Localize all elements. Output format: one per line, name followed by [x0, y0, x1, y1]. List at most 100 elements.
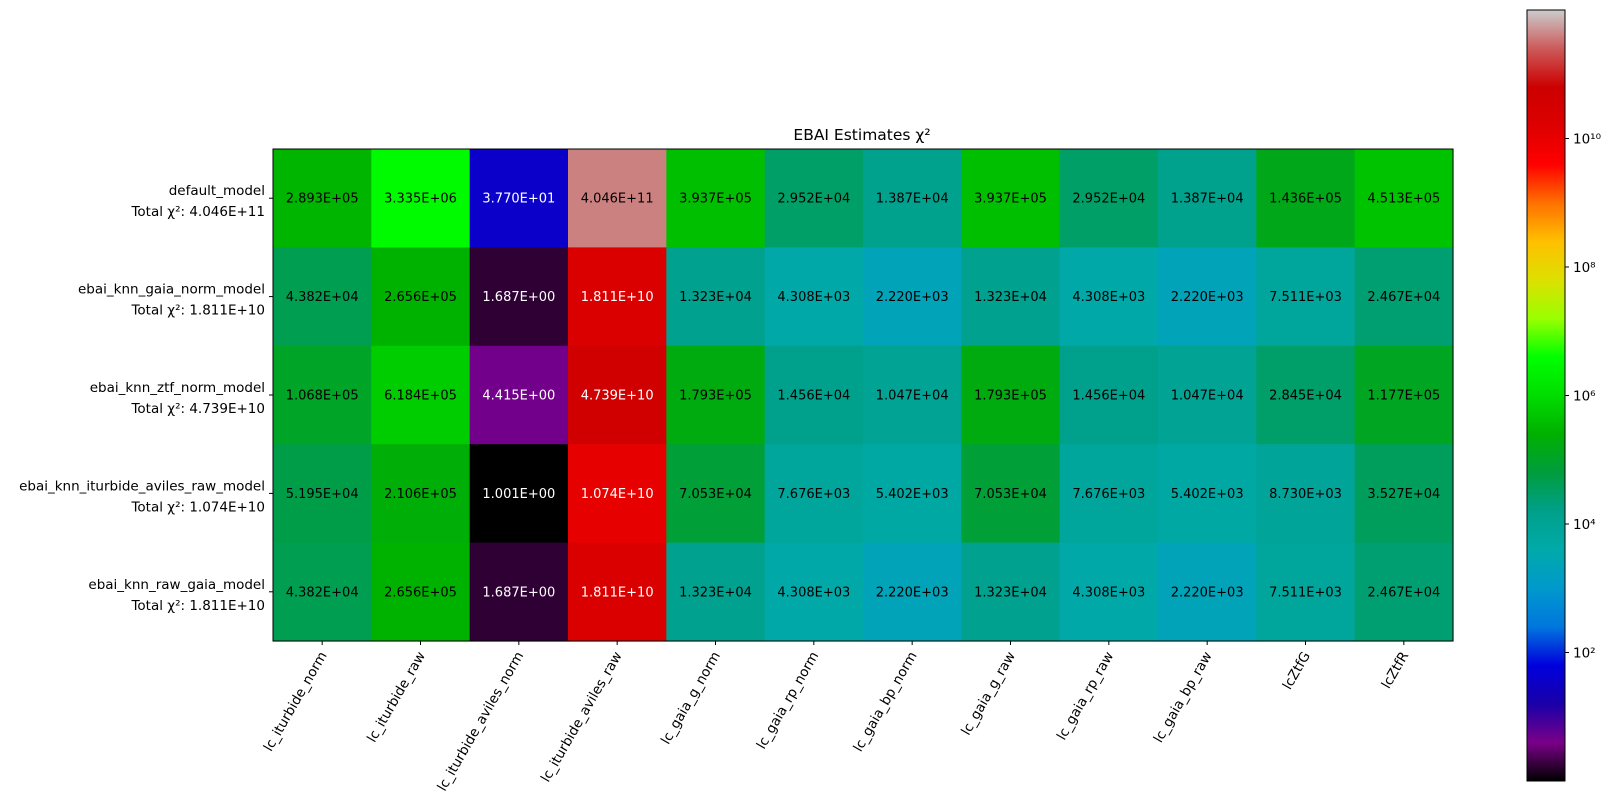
cell-value-label: 1.811E+10	[581, 290, 654, 305]
x-tick-label: lc_iturbide_norm	[261, 649, 331, 754]
heatmap-cell	[1256, 345, 1356, 445]
heatmap-cell	[863, 149, 962, 248]
heatmap-cell	[1256, 149, 1356, 248]
cell-value-label: 7.053E+04	[679, 487, 752, 502]
heatmap-cell	[764, 345, 864, 445]
cell-value-label: 7.053E+04	[974, 487, 1047, 502]
cell-value-label: 3.527E+04	[1367, 487, 1440, 502]
colorbar-tick-label: 10⁴	[1573, 517, 1596, 533]
cell-value-label: 7.511E+03	[1269, 290, 1342, 305]
y-tick-label-total: Total χ²: 1.811E+10	[130, 598, 265, 614]
cell-value-label: 1.047E+04	[1171, 389, 1244, 404]
colorbar-tick-label: 10⁸	[1573, 260, 1596, 276]
cell-value-label: 1.811E+10	[581, 585, 654, 600]
heatmap-cell	[764, 542, 864, 642]
cell-value-label: 2.220E+03	[876, 585, 949, 600]
colorbar-tick-label: 10⁶	[1573, 389, 1596, 405]
y-tick-label-total: Total χ²: 4.739E+10	[130, 401, 265, 417]
cell-value-label: 2.845E+04	[1269, 389, 1342, 404]
heatmap-cell	[764, 149, 864, 248]
cell-value-label: 4.308E+03	[1072, 585, 1145, 600]
heatmap-cell	[1059, 542, 1159, 642]
cell-value-label: 8.730E+03	[1269, 487, 1342, 502]
heatmap-cell	[568, 345, 667, 445]
cell-value-label: 7.676E+03	[777, 487, 850, 502]
x-tick-label: lc_gaia_rp_raw	[1054, 649, 1117, 743]
cell-value-label: 2.467E+04	[1367, 290, 1440, 305]
x-tick-label: lc_iturbide_raw	[364, 649, 429, 745]
heatmap-cell	[764, 247, 864, 347]
cell-value-label: 1.323E+04	[679, 290, 752, 305]
heatmap-cell	[469, 444, 569, 544]
cell-value-label: 3.770E+01	[482, 192, 555, 207]
cell-value-label: 4.308E+03	[777, 290, 850, 305]
chart-title: EBAI Estimates χ²	[793, 126, 930, 144]
heatmap-cell	[961, 149, 1061, 248]
heatmap-cell	[961, 345, 1061, 445]
cell-value-label: 2.106E+05	[384, 487, 457, 502]
cell-value-label: 4.046E+11	[581, 192, 654, 207]
y-tick-label-total: Total χ²: 1.811E+10	[130, 303, 265, 319]
y-tick-label-model: ebai_knn_gaia_norm_model	[78, 282, 265, 298]
y-tick-label-model: ebai_knn_raw_gaia_model	[88, 577, 265, 593]
colorbar: 10² 10⁴ 10⁶ 10⁸ 10¹⁰	[1526, 9, 1601, 782]
cell-value-label: 5.402E+03	[1171, 487, 1244, 502]
cell-value-label: 2.656E+05	[384, 290, 457, 305]
heatmap-cells	[273, 149, 1454, 642]
heatmap-cell	[666, 247, 766, 347]
cell-value-label: 2.893E+05	[286, 192, 359, 207]
y-tick-label-model: ebai_knn_ztf_norm_model	[90, 380, 265, 396]
x-tick-label: lcZtfG	[1280, 649, 1314, 692]
heatmap-cell	[1354, 149, 1454, 248]
cell-value-label: 4.308E+03	[777, 585, 850, 600]
cell-value-label: 4.382E+04	[286, 585, 359, 600]
heatmap-cell	[273, 345, 372, 445]
cell-value-label: 1.456E+04	[777, 389, 850, 404]
cell-value-label: 1.456E+04	[1072, 389, 1145, 404]
cell-value-label: 2.220E+03	[876, 290, 949, 305]
heatmap-cell	[1354, 345, 1454, 445]
colorbar-tick-label: 10²	[1573, 646, 1596, 662]
heatmap-cell	[568, 542, 667, 642]
y-axis: default_model Total χ²: 4.046E+11 ebai_knn…	[19, 183, 273, 614]
cell-value-label: 1.001E+00	[482, 487, 555, 502]
heatmap-cell	[371, 444, 471, 544]
heatmap-cell	[371, 149, 471, 248]
heatmap-cell	[371, 247, 471, 347]
heatmap-cell	[1158, 149, 1257, 248]
heatmap-cell	[863, 247, 962, 347]
x-tick-label: lc_gaia_g_raw	[958, 649, 1019, 738]
cell-value-label: 1.047E+04	[876, 389, 949, 404]
heatmap-cell	[273, 149, 372, 248]
heatmap-cell	[469, 149, 569, 248]
heatmap-cell	[863, 345, 962, 445]
heatmap-cell	[1158, 345, 1257, 445]
x-tick-label: lc_iturbide_aviles_norm	[434, 649, 527, 794]
x-tick-label: lc_gaia_bp_norm	[850, 649, 920, 755]
cell-value-label: 6.184E+05	[384, 389, 457, 404]
heatmap-cell	[1354, 444, 1454, 544]
cell-value-label: 4.415E+00	[482, 389, 555, 404]
heatmap-cell	[1059, 247, 1159, 347]
cell-value-label: 2.467E+04	[1367, 585, 1440, 600]
x-tick-label: lc_gaia_rp_norm	[754, 649, 823, 752]
heatmap-cell	[764, 444, 864, 544]
cell-value-label: 4.308E+03	[1072, 290, 1145, 305]
heatmap-cell	[568, 247, 667, 347]
cell-value-label: 2.952E+04	[777, 192, 850, 207]
x-tick-label: lc_gaia_bp_raw	[1151, 649, 1216, 746]
heatmap-cell	[469, 542, 569, 642]
heatmap-cell	[666, 444, 766, 544]
heatmap-cell	[666, 149, 766, 248]
heatmap-cell	[1158, 247, 1257, 347]
cell-value-label: 1.323E+04	[679, 585, 752, 600]
heatmap-cell	[1059, 149, 1159, 248]
cell-value-label: 7.676E+03	[1072, 487, 1145, 502]
cell-value-label: 1.323E+04	[974, 290, 1047, 305]
cell-value-labels: 2.893E+05 3.335E+06 3.770E+01 4.046E+11 3.93…	[286, 192, 1441, 601]
heatmap-cell	[1354, 247, 1454, 347]
heatmap-cell	[273, 542, 372, 642]
cell-value-label: 7.511E+03	[1269, 585, 1342, 600]
cell-value-label: 3.937E+05	[679, 192, 752, 207]
cell-value-label: 2.952E+04	[1072, 192, 1145, 207]
